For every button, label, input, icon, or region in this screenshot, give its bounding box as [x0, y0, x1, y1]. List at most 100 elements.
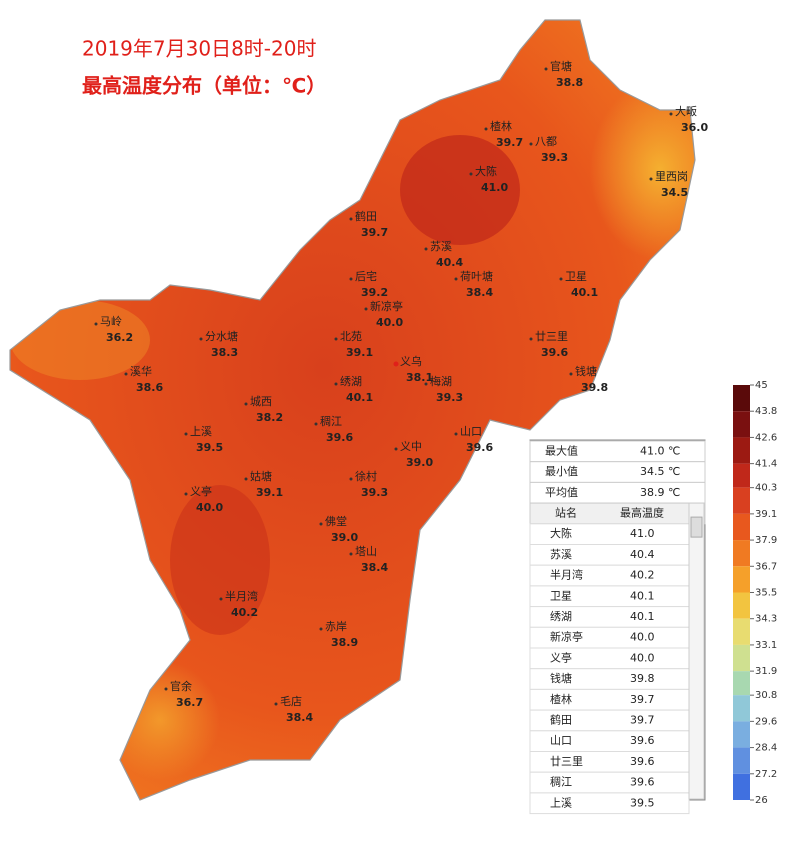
summary-label: 最小值	[545, 465, 578, 478]
station-dot	[469, 172, 473, 176]
station-value: 39.6	[630, 755, 655, 768]
legend-swatch	[733, 437, 750, 464]
station-value: 40.0	[630, 651, 655, 664]
station-value: 38.4	[466, 286, 493, 299]
title: 最高温度分布（单位：℃）	[82, 74, 326, 98]
station-value: 39.6	[326, 431, 353, 444]
station-name: 新凉亭	[370, 299, 403, 313]
station-value: 38.4	[361, 561, 388, 574]
station-name: 廿三里	[550, 755, 583, 768]
station-value: 40.4	[630, 548, 655, 561]
station-dot	[454, 432, 458, 436]
legend-tick-label: 43.8	[755, 406, 777, 417]
station-value: 38.2	[256, 411, 283, 424]
station-name: 毛店	[280, 694, 302, 708]
station-value: 41.0	[630, 527, 655, 540]
legend-swatch	[733, 385, 750, 412]
station-dot	[334, 337, 338, 341]
station-dot	[124, 372, 128, 376]
station-value: 39.7	[630, 713, 655, 726]
column-header: 最高温度	[620, 505, 664, 519]
legend-tick-label: 45	[755, 380, 768, 391]
legend-tick-label: 33.1	[755, 640, 777, 651]
station-dot	[349, 277, 353, 281]
station-value: 41.0	[481, 181, 508, 194]
station-value: 36.0	[681, 121, 708, 134]
station-value: 39.8	[581, 381, 608, 394]
scroll-thumb	[690, 516, 703, 538]
legend-swatch	[733, 487, 750, 514]
station-value: 38.9	[331, 636, 358, 649]
station-value: 39.0	[406, 456, 433, 469]
station-name: 官塘	[550, 59, 572, 73]
legend-swatch	[733, 411, 750, 438]
legend-swatch	[733, 773, 750, 800]
station-name: 大陈	[550, 526, 572, 540]
station-name: 钱塘	[575, 364, 597, 378]
station-name: 楂林	[550, 692, 572, 706]
station-dot	[424, 247, 428, 251]
station-name: 钱塘	[550, 671, 572, 685]
station-value: 36.7	[176, 696, 203, 709]
station-value: 39.6	[541, 346, 568, 359]
station-value: 39.0	[331, 531, 358, 544]
summary-label: 最大值	[545, 443, 578, 457]
station-dot	[569, 372, 573, 376]
legend-tick-label: 39.1	[755, 509, 777, 520]
station-dot	[454, 277, 458, 281]
table-row	[529, 792, 690, 815]
station-value: 40.4	[436, 256, 463, 269]
scrollbar	[688, 502, 705, 800]
legend-swatch	[733, 592, 750, 619]
station-dot	[349, 477, 353, 481]
legend-tick-label: 36.7	[755, 561, 777, 572]
station-value: 34.5	[661, 186, 688, 199]
station-name: 荷叶塘	[460, 269, 493, 283]
title: 2019年7月30日8时-20时	[82, 37, 316, 61]
station-name: 北苑	[340, 330, 362, 343]
station-dot	[349, 552, 353, 556]
station-dot	[529, 337, 533, 341]
station-value: 40.0	[196, 501, 223, 514]
station-dot	[219, 597, 223, 601]
station-dot	[199, 337, 203, 341]
station-dot	[364, 307, 368, 311]
station-value: 38.4	[286, 711, 313, 724]
legend-tick-label: 29.6	[755, 716, 777, 727]
legend-swatch	[733, 747, 750, 774]
station-value: 39.3	[436, 391, 463, 404]
legend-tick-label: 41.4	[755, 459, 777, 470]
summary-label: 平均值	[545, 486, 578, 499]
station-name: 大陈	[475, 164, 497, 178]
station-name: 后宅	[355, 269, 377, 283]
station-name: 里西岗	[655, 170, 688, 183]
station-value: 39.5	[630, 796, 655, 809]
station-value: 36.2	[106, 331, 133, 344]
station-value: 40.0	[376, 316, 403, 329]
station-dot	[94, 322, 98, 326]
station-dot	[184, 492, 188, 496]
summary-value: 41.0 ℃	[640, 444, 680, 457]
station-dot	[349, 217, 353, 221]
summary-value: 38.9 ℃	[640, 486, 680, 499]
color-legend: 45 43.8 42.6 41.4 40.3 39.1 37.9 36.7 35.5 34.3 33…	[733, 380, 777, 806]
station-name: 义亭	[550, 650, 572, 664]
station-value: 38.3	[211, 346, 238, 359]
station-name: 山口	[460, 425, 482, 438]
station-name: 塔山	[355, 545, 377, 558]
station-name: 义中	[400, 440, 422, 453]
station-value: 40.1	[346, 391, 373, 404]
station-value: 39.3	[361, 486, 388, 499]
station-name: 卫星	[565, 270, 587, 283]
station-name: 山口	[550, 734, 572, 747]
station-value: 40.2	[231, 606, 258, 619]
station-name: 鹤田	[355, 209, 377, 223]
station-value: 39.6	[630, 734, 655, 747]
map-outline	[9, 19, 696, 801]
station-dot	[164, 687, 168, 691]
station-value: 38.8	[556, 76, 583, 89]
legend-swatch	[733, 566, 750, 593]
station-name: 义乌	[400, 354, 422, 368]
